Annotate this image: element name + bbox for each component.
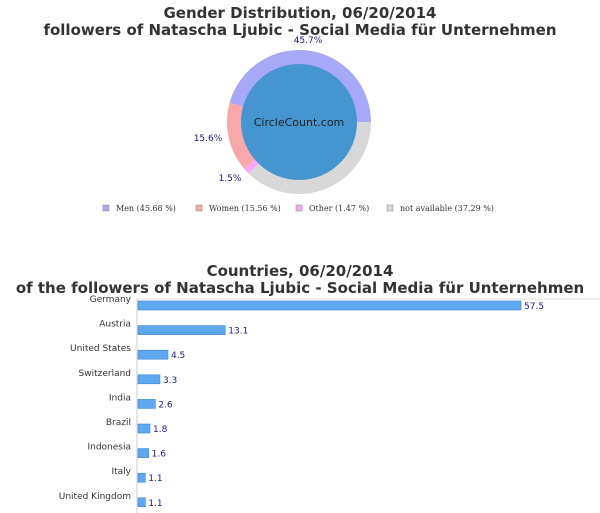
legend-swatch bbox=[195, 204, 203, 212]
category-label: Austria bbox=[99, 320, 131, 330]
bar-value-label: 4.5 bbox=[171, 351, 185, 361]
bar-value-label: 1.8 bbox=[153, 425, 168, 435]
bar bbox=[137, 374, 161, 385]
bar-value-label: 3.3 bbox=[163, 376, 177, 386]
pie-data-label: 15.6% bbox=[194, 134, 223, 144]
category-label: Germany bbox=[90, 295, 132, 305]
legend-swatch bbox=[102, 204, 110, 212]
bar bbox=[137, 472, 146, 483]
legend-item: Women (15.56 %) bbox=[209, 204, 281, 213]
category-label: Brazil bbox=[106, 418, 131, 428]
bar bbox=[137, 325, 226, 335]
bar bbox=[137, 399, 156, 409]
bar-value-label: 1.1 bbox=[148, 499, 162, 509]
pie-center bbox=[241, 64, 357, 180]
bar-subtitle: of the followers of Natascha Ljubic - So… bbox=[15, 279, 585, 297]
legend-item: Other (1.47 %) bbox=[309, 204, 369, 213]
bar-value-label: 1.6 bbox=[152, 450, 167, 460]
bar bbox=[137, 349, 169, 360]
legend-item: Men (45.68 %) bbox=[116, 204, 176, 213]
bar-value-label: 2.6 bbox=[158, 400, 173, 410]
category-label: Switzerland bbox=[79, 369, 132, 379]
category-label: United Kingdom bbox=[59, 492, 131, 502]
bar-value-label: 57.5 bbox=[524, 302, 544, 312]
category-label: India bbox=[109, 393, 131, 403]
pie-title: Gender Distribution, 06/20/2014 bbox=[163, 4, 437, 22]
pie-subtitle: followers of Natascha Ljubic - Social Me… bbox=[43, 21, 557, 39]
category-label: United States bbox=[70, 344, 131, 354]
bar-value-label: 13.1 bbox=[228, 327, 248, 337]
bar bbox=[137, 497, 146, 508]
legend-item: not available (37.29 %) bbox=[400, 204, 494, 213]
bar bbox=[137, 423, 151, 434]
bar bbox=[137, 448, 149, 458]
bar-value-label: 1.1 bbox=[148, 474, 162, 484]
legend-swatch bbox=[386, 204, 394, 212]
pie-data-label: 45.7% bbox=[294, 36, 323, 46]
pie-center-label: CircleCount.com bbox=[254, 116, 345, 129]
category-label: Indonesia bbox=[87, 443, 131, 453]
legend-swatch bbox=[295, 204, 303, 212]
bar bbox=[137, 300, 522, 311]
category-label: Italy bbox=[111, 467, 131, 477]
bar-title: Countries, 06/20/2014 bbox=[206, 262, 394, 280]
pie-data-label: 1.5% bbox=[219, 174, 242, 184]
